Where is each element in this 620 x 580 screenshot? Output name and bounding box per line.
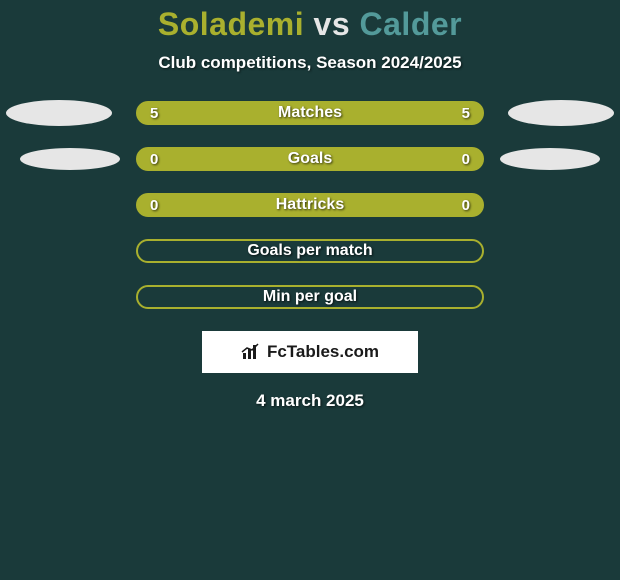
stat-bar: 0 Hattricks 0 <box>136 193 484 217</box>
stat-bar: Goals per match <box>136 239 484 263</box>
stat-value-right: 0 <box>462 197 470 214</box>
player1-marker <box>6 100 112 126</box>
stat-value-left: 0 <box>150 151 158 168</box>
source-logo: FcTables.com <box>202 331 418 373</box>
stat-label: Hattricks <box>276 196 344 214</box>
stat-row: Min per goal <box>0 285 620 309</box>
stat-label: Min per goal <box>263 288 357 306</box>
stat-bar: 5 Matches 5 <box>136 101 484 125</box>
stat-value-right: 0 <box>462 151 470 168</box>
player2-marker <box>508 100 614 126</box>
stat-label: Matches <box>278 104 342 122</box>
vs-text: vs <box>314 6 351 42</box>
stat-bar: 0 Goals 0 <box>136 147 484 171</box>
chart-icon <box>241 343 261 361</box>
stat-row: 0 Hattricks 0 <box>0 193 620 217</box>
stat-value-right: 5 <box>462 105 470 122</box>
player1-name: Solademi <box>158 6 304 42</box>
player1-marker <box>20 148 120 170</box>
stat-value-left: 0 <box>150 197 158 214</box>
comparison-card: Solademi vs Calder Club competitions, Se… <box>0 0 620 580</box>
player2-marker <box>500 148 600 170</box>
stat-row: Goals per match <box>0 239 620 263</box>
stat-value-left: 5 <box>150 105 158 122</box>
subtitle: Club competitions, Season 2024/2025 <box>0 53 620 73</box>
date-text: 4 march 2025 <box>0 391 620 411</box>
stat-row: 0 Goals 0 <box>0 147 620 171</box>
stat-label: Goals per match <box>247 242 372 260</box>
stat-row: 5 Matches 5 <box>0 101 620 125</box>
stat-label: Goals <box>288 150 332 168</box>
page-title: Solademi vs Calder <box>0 0 620 43</box>
stat-bar: Min per goal <box>136 285 484 309</box>
logo-text: FcTables.com <box>267 342 379 362</box>
stat-rows: 5 Matches 5 0 Goals 0 0 Hattricks 0 Goals per mat… <box>0 101 620 309</box>
player2-name: Calder <box>360 6 463 42</box>
